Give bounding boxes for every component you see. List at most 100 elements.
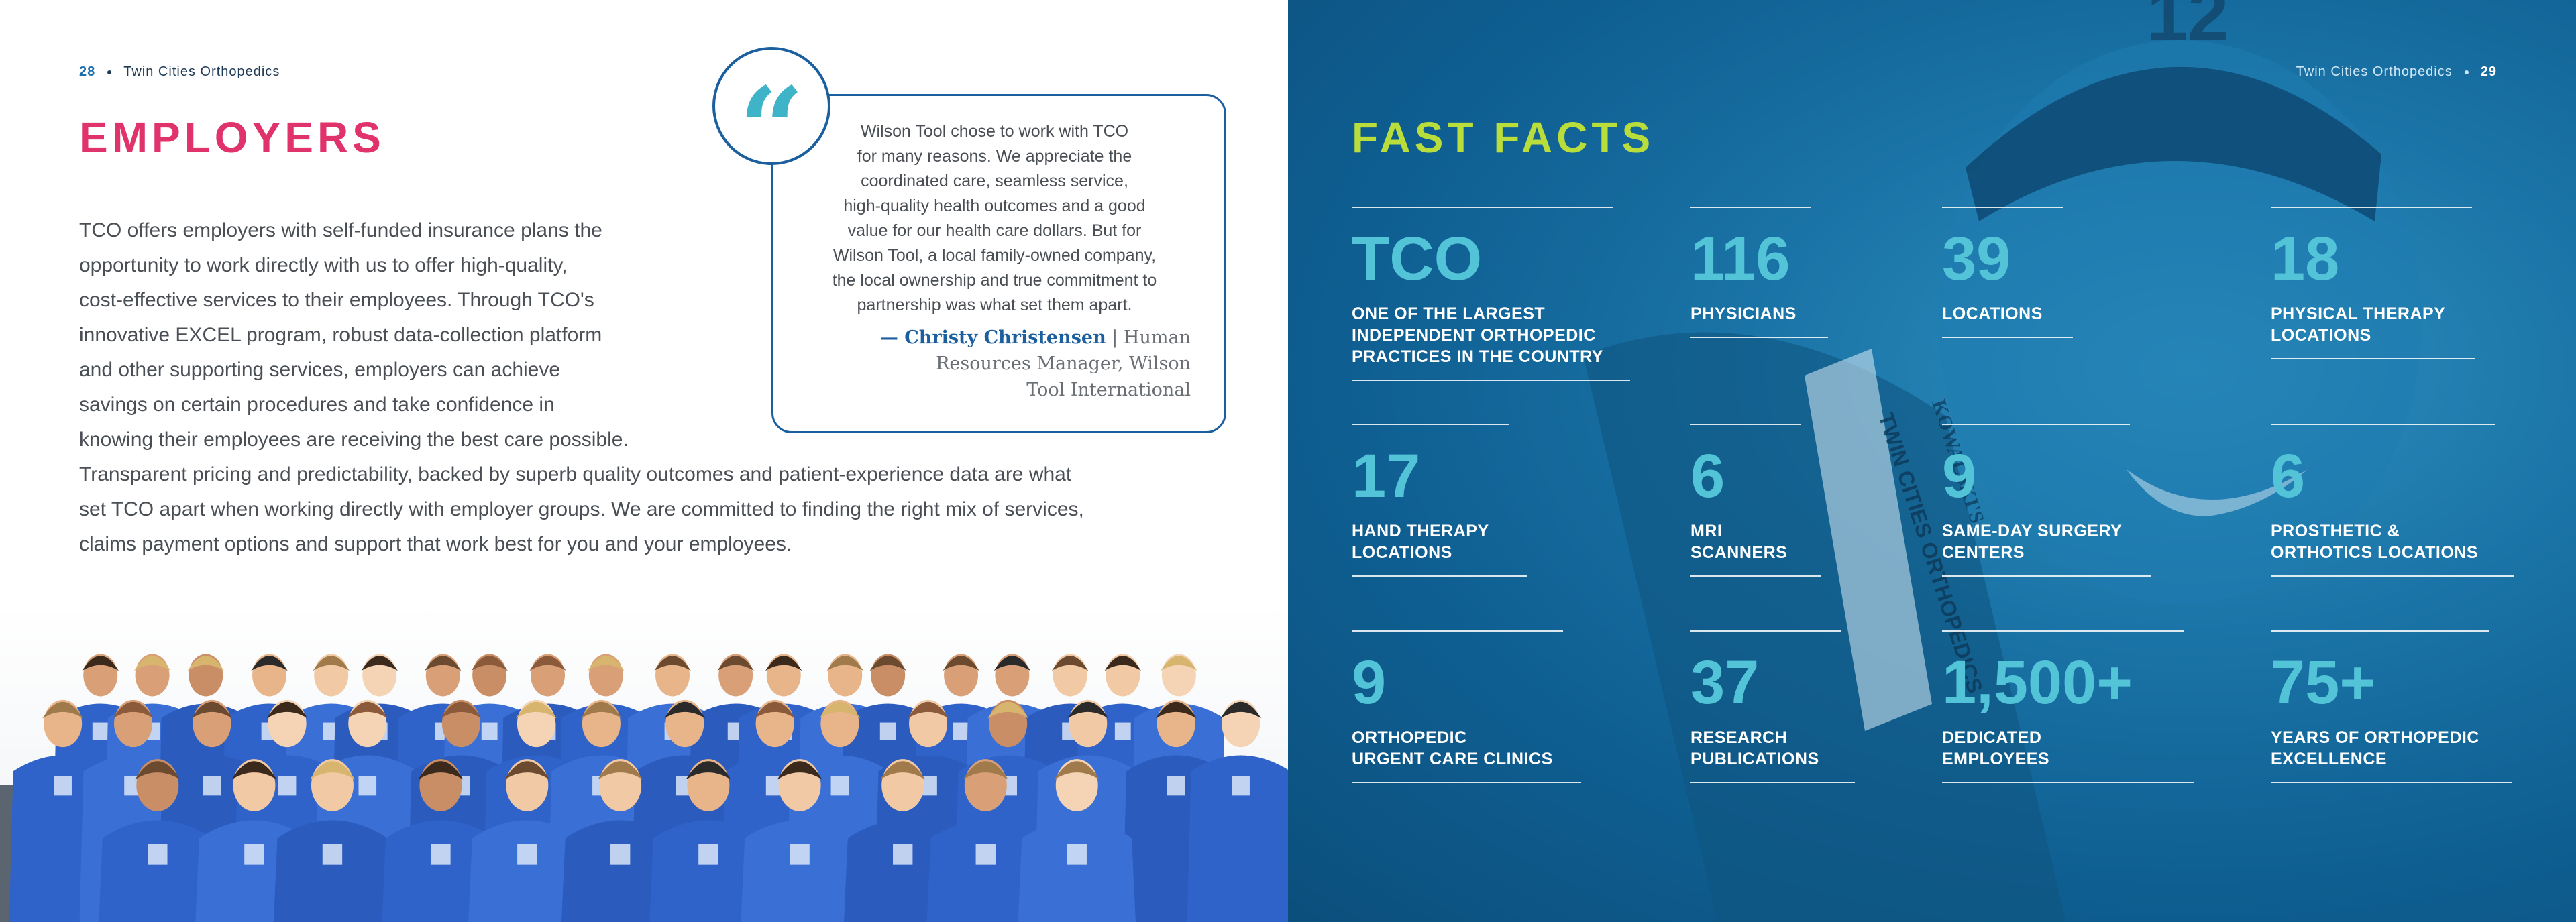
person-hair: [504, 761, 550, 780]
person-shirt: [561, 820, 680, 922]
divider: [1690, 424, 1801, 425]
person-shirt: [926, 820, 1044, 922]
person-hair: [826, 656, 863, 671]
paragraph-line: TCO offers employers with self-funded in…: [79, 219, 602, 241]
fact-label: HAND THERAPY LOCATIONS: [1352, 522, 1489, 562]
quote-mark-icon: “: [739, 62, 804, 196]
person-hair: [251, 656, 288, 671]
fact-label: ORTHOPEDIC URGENT CARE CLINICS: [1352, 728, 1553, 768]
person-hair: [963, 761, 1008, 780]
divider: [1942, 337, 2073, 338]
quote-line: Wilson Tool chose to work with TCO: [860, 122, 1129, 141]
person-hair: [777, 761, 822, 780]
team-photo: [0, 603, 1288, 922]
paragraph-line: cost-effective services to their employe…: [79, 289, 594, 311]
jersey-number: 12: [2147, 0, 2229, 56]
divider: [1352, 207, 1613, 208]
separator-dot: [107, 70, 112, 74]
person-shirt: [741, 820, 859, 922]
paragraph-line: set TCO apart when working directly with…: [79, 498, 1084, 520]
shirt-logo: [244, 844, 264, 865]
person-hair: [664, 701, 706, 719]
fact-mri: 6 MRI SCANNERS: [1690, 424, 1821, 577]
shirt-logo: [358, 776, 377, 796]
person-hair: [1155, 701, 1197, 719]
testimonial-box: [771, 94, 1226, 433]
section-title: EMPLOYERS: [79, 113, 385, 162]
paragraph-line: opportunity to work directly with us to …: [79, 254, 568, 276]
divider: [2271, 575, 2514, 577]
person-shirt: [99, 820, 217, 922]
divider: [1690, 630, 1841, 632]
divider: [2271, 630, 2489, 632]
person-hair: [588, 656, 625, 671]
quote-line: high-quality health outcomes and a good: [843, 196, 1146, 215]
divider: [1942, 630, 2184, 632]
person-hair: [717, 656, 754, 671]
person-hair: [580, 701, 622, 719]
person-hair: [418, 761, 464, 780]
fact-label: ONE OF THE LARGEST INDEPENDENT ORTHOPEDI…: [1352, 304, 1603, 366]
person-hair: [994, 656, 1031, 671]
fact-value: 6: [2271, 442, 2306, 510]
fact-value: 116: [1690, 225, 1790, 293]
divider: [1690, 575, 1821, 577]
fact-label: MRI SCANNERS: [1690, 522, 1788, 562]
shirt-logo: [1114, 722, 1131, 740]
divider: [2271, 358, 2475, 359]
fact-prosthetic: 6 PROSTHETIC & ORTHOTICS LOCATIONS: [2271, 424, 2514, 577]
paragraph-line: claims payment options and support that …: [79, 533, 792, 555]
person-hair: [765, 656, 802, 671]
divider: [2271, 207, 2472, 208]
fact-value: 9: [1352, 648, 1387, 717]
fact-label: PHYSICAL THERAPY LOCATIONS: [2271, 304, 2446, 345]
paragraph-line: innovative EXCEL program, robust data-co…: [79, 324, 602, 346]
fact-value: 1,500+: [1942, 648, 2133, 717]
shirt-logo: [830, 776, 849, 796]
person-hair: [686, 761, 731, 780]
fact-years: 75+ YEARS OF ORTHOPEDIC EXCELLENCE: [2271, 630, 2512, 783]
person-hair: [1220, 701, 1262, 719]
athlete-background-photo: 12 TWIN CITIES ORTHOPEDICS KOWALSKI'S: [1583, 0, 2422, 922]
person-hair: [1104, 656, 1141, 671]
fact-physicians: 116 PHYSICIANS: [1690, 207, 1828, 338]
shirt-logo: [481, 722, 498, 740]
fact-label: RESEARCH PUBLICATIONS: [1690, 728, 1819, 768]
quote-line: for many reasons. We appreciate the: [857, 147, 1132, 166]
shirt-logo: [517, 844, 537, 865]
paragraph-line: and other supporting services, employers…: [79, 359, 561, 381]
attribution-role: Resources Manager, Wilson: [936, 353, 1191, 374]
divider: [1690, 782, 1855, 783]
divider: [2271, 424, 2496, 425]
fact-urgent-care: 9 ORTHOPEDIC URGENT CARE CLINICS: [1352, 630, 1581, 783]
fact-value: 75+: [2271, 648, 2376, 717]
person-hair: [654, 656, 691, 671]
divider: [1352, 630, 1563, 632]
divider: [2271, 782, 2512, 783]
person-hair: [361, 656, 398, 671]
shirt-logo: [610, 844, 631, 865]
person-hair: [1054, 761, 1099, 780]
divider: [1352, 424, 1509, 425]
shirt-logo: [431, 844, 451, 865]
separator-dot: [2464, 70, 2469, 74]
shirt-logo: [893, 844, 913, 865]
fact-hand-therapy: 17 HAND THERAPY LOCATIONS: [1352, 424, 1527, 577]
divider: [1352, 575, 1527, 577]
attribution-role: | Human: [1106, 327, 1191, 348]
divider: [1942, 782, 2194, 783]
shirt-logo: [1232, 776, 1250, 796]
person-hair: [42, 701, 84, 719]
fact-value: 39: [1942, 225, 2011, 293]
shirt-logo: [975, 844, 996, 865]
shirt-logo: [203, 776, 221, 796]
fact-value: 37: [1690, 648, 1760, 717]
paragraph-line: Transparent pricing and predictability, …: [79, 463, 1072, 485]
person-hair: [880, 761, 926, 780]
right-page: 12 TWIN CITIES ORTHOPEDICS KOWALSKI'S Tw…: [1288, 0, 2576, 922]
left-page: 28 Twin Cities Orthopedics EMPLOYERS TCO…: [0, 47, 1288, 922]
fact-label: LOCATIONS: [1942, 304, 2043, 323]
shirt-logo: [322, 844, 343, 865]
divider: [1942, 575, 2151, 577]
fact-value: 6: [1690, 442, 1725, 510]
